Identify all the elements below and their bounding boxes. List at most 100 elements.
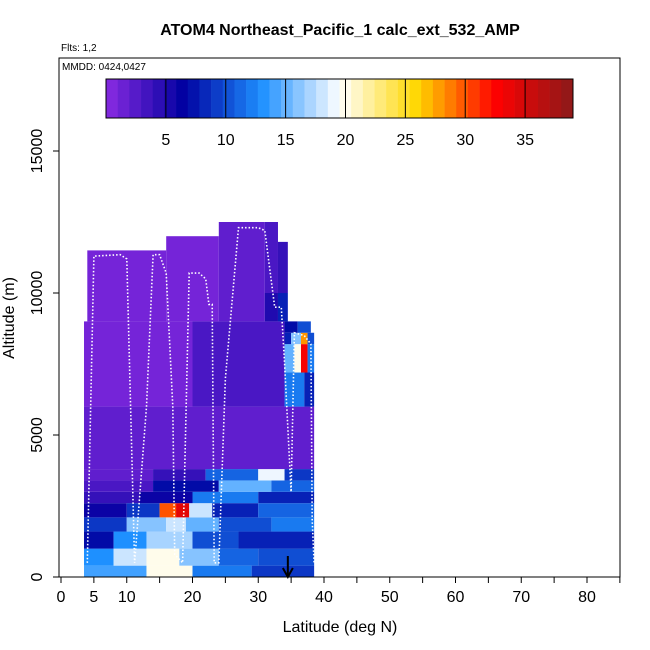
x-tick-label: 70 bbox=[512, 589, 530, 606]
heatmap-cell bbox=[84, 517, 127, 532]
colorbar-tick-label: 15 bbox=[277, 132, 295, 149]
heatmap-cell bbox=[271, 517, 315, 532]
heatmap-cell bbox=[284, 469, 315, 481]
y-tick-label: 15000 bbox=[29, 129, 46, 174]
colorbar-swatch bbox=[152, 79, 165, 118]
colorbar-swatch bbox=[222, 79, 235, 118]
heatmap-cell bbox=[300, 332, 308, 345]
heatmap-cell bbox=[146, 565, 193, 577]
heatmap-cell bbox=[126, 503, 160, 518]
colorbar-swatch bbox=[397, 79, 410, 118]
heatmap-cells bbox=[84, 222, 315, 577]
colorbar-swatch bbox=[514, 79, 527, 118]
heatmap-cell bbox=[284, 344, 295, 373]
colorbar-tick-label: 20 bbox=[337, 132, 355, 149]
y-axis-label: Altitude (m) bbox=[1, 277, 18, 359]
colorbar-swatch bbox=[561, 79, 574, 118]
heatmap-cell bbox=[176, 503, 190, 518]
heatmap-cell bbox=[146, 531, 193, 549]
heatmap-cell bbox=[212, 503, 259, 518]
heatmap-cell bbox=[264, 222, 278, 293]
heatmap-cell bbox=[258, 503, 315, 518]
colorbar-swatch bbox=[467, 79, 480, 118]
heatmap-cell bbox=[300, 344, 308, 373]
heatmap-cell bbox=[84, 548, 114, 566]
heatmap-cell bbox=[166, 236, 219, 322]
heatmap-cell bbox=[166, 517, 186, 532]
flight-track bbox=[86, 226, 315, 565]
colorbar-tick-label: 10 bbox=[217, 132, 235, 149]
colorbar-swatch bbox=[164, 79, 177, 118]
heatmap-cell bbox=[113, 548, 147, 566]
colorbar-swatch bbox=[351, 79, 364, 118]
heatmap-cell bbox=[277, 293, 288, 322]
colorbar-swatch bbox=[269, 79, 282, 118]
y-axis: 0 5000 10000 15000 bbox=[29, 129, 59, 581]
colorbar-tick-label: 35 bbox=[516, 132, 534, 149]
heatmap-cell bbox=[307, 332, 315, 345]
heatmap-cell bbox=[84, 321, 193, 407]
heatmap-cell bbox=[185, 517, 219, 532]
heatmap-cell bbox=[271, 480, 315, 492]
heatmap-cell bbox=[291, 332, 301, 345]
colorbar-swatch bbox=[526, 79, 539, 118]
heatmap-cell bbox=[258, 491, 315, 504]
heatmap-cell bbox=[146, 548, 180, 566]
heatmap-cell bbox=[264, 293, 278, 322]
flight-track-line bbox=[86, 226, 315, 565]
colorbar-swatch bbox=[432, 79, 445, 118]
colorbar-swatch bbox=[141, 79, 153, 118]
heatmap-cell bbox=[159, 503, 177, 518]
colorbar-swatch bbox=[234, 79, 247, 118]
heatmap-cell bbox=[294, 344, 301, 373]
y-tick-label: 5000 bbox=[29, 417, 46, 453]
heatmap-cell bbox=[277, 241, 288, 293]
heatmap-cell bbox=[153, 480, 219, 492]
heatmap-cell bbox=[189, 503, 213, 518]
heatmap-cell bbox=[304, 372, 315, 407]
x-tick-label: 30 bbox=[249, 589, 267, 606]
heatmap-cell bbox=[218, 548, 259, 566]
heatmap-cell bbox=[113, 531, 147, 549]
heatmap-cell bbox=[258, 548, 315, 566]
colorbar-swatch bbox=[281, 79, 294, 118]
heatmap-cell bbox=[192, 531, 239, 549]
heatmap-cell bbox=[258, 469, 285, 481]
x-tick-label: 50 bbox=[381, 589, 399, 606]
heatmap-cell bbox=[179, 548, 219, 566]
heatmap-cell bbox=[84, 491, 140, 504]
colorbar-swatch bbox=[257, 79, 270, 118]
heatmap-cell bbox=[284, 372, 305, 407]
colorbar-swatch bbox=[456, 79, 469, 118]
x-tick-label: 20 bbox=[184, 589, 202, 606]
x-tick-label: 5 bbox=[89, 589, 98, 606]
colorbar-swatch bbox=[199, 79, 212, 118]
colorbar-swatch bbox=[187, 79, 200, 118]
colorbar-tick-label: 25 bbox=[396, 132, 414, 149]
colorbar-swatch bbox=[386, 79, 399, 118]
x-tick-label: 80 bbox=[578, 589, 596, 606]
colorbar-swatch bbox=[421, 79, 434, 118]
dates-label: MMDD: 0424,0427 bbox=[62, 62, 146, 73]
colorbar: 5 10 15 20 25 30 35 bbox=[105, 78, 574, 149]
heatmap-cell bbox=[84, 531, 114, 549]
heatmap-cell bbox=[84, 503, 127, 518]
x-axis: 0 5 10 20 30 40 50 60 70 80 bbox=[57, 577, 621, 606]
heatmap-cell bbox=[284, 332, 292, 345]
colorbar-swatch bbox=[549, 79, 562, 118]
heatmap-cell bbox=[126, 517, 167, 532]
heatmap-cell bbox=[153, 469, 206, 481]
colorbar-swatch bbox=[374, 79, 387, 118]
colorbar-swatch bbox=[304, 79, 317, 118]
colorbar-swatch bbox=[327, 79, 340, 118]
colorbar-swatch bbox=[502, 79, 515, 118]
x-tick-label: 10 bbox=[118, 589, 136, 606]
colorbar-swatch bbox=[211, 79, 224, 118]
colorbar-swatch bbox=[444, 79, 457, 118]
colorbar-swatch bbox=[176, 79, 189, 118]
heatmap-cell bbox=[297, 321, 311, 333]
heatmap-cell bbox=[218, 517, 272, 532]
colorbar-swatch bbox=[316, 79, 329, 118]
colorbar-swatch bbox=[491, 79, 504, 118]
